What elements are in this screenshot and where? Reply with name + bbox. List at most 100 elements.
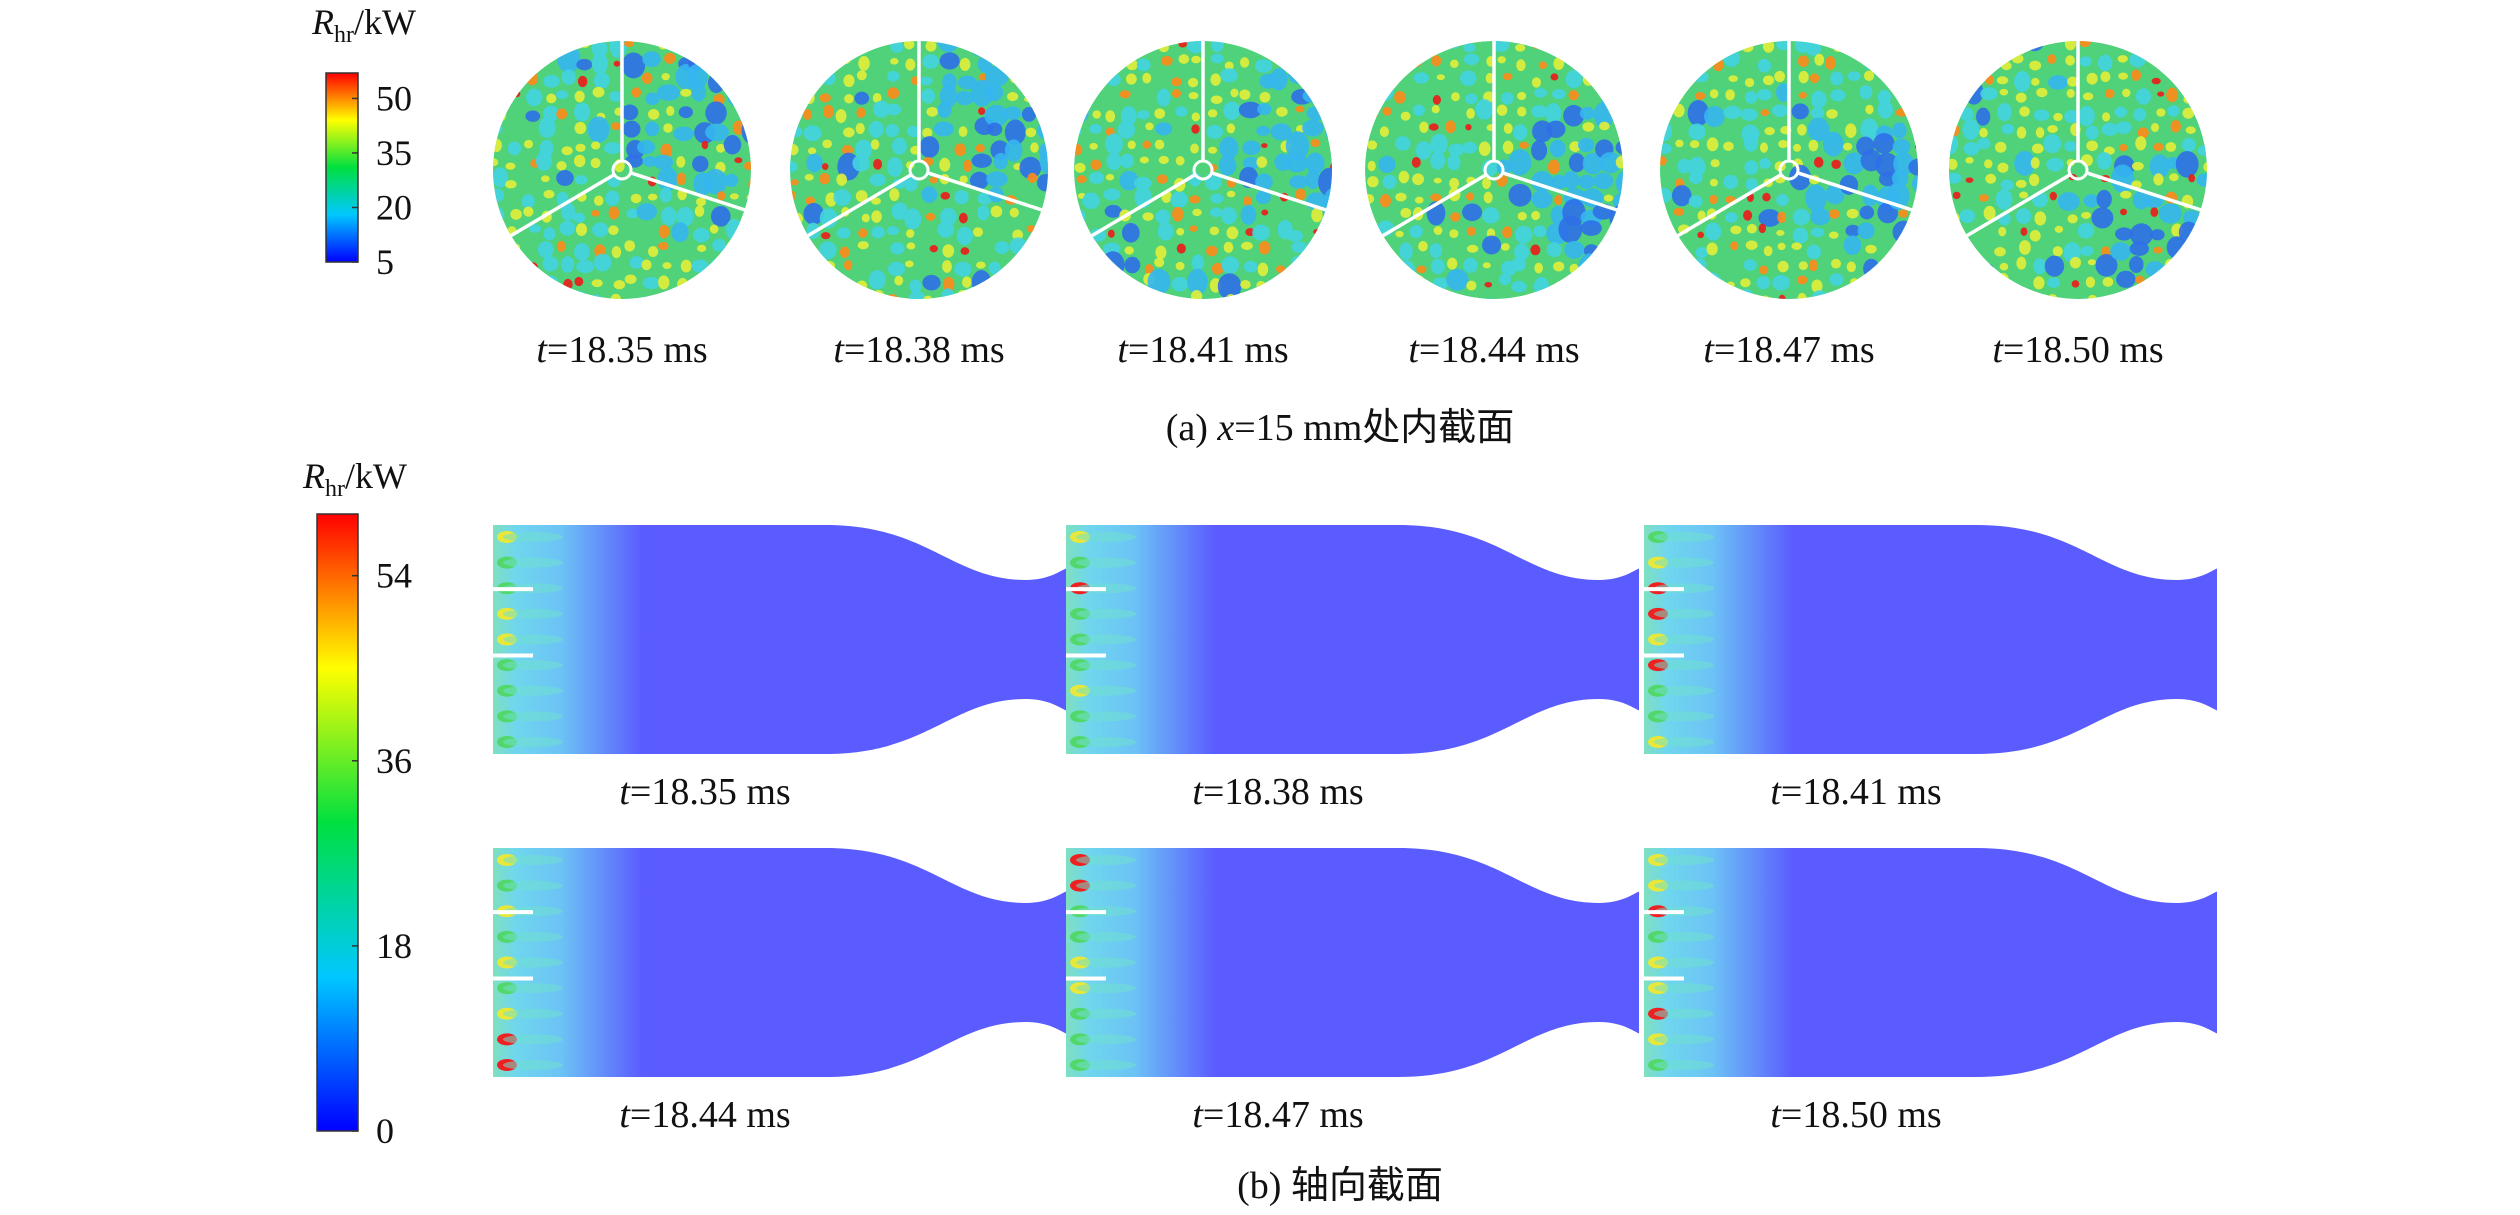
contour-spot xyxy=(1873,132,1895,154)
contour-spot xyxy=(1985,173,1997,184)
contour-spot xyxy=(986,171,1008,187)
contour-spot xyxy=(994,281,1004,288)
contour-spot xyxy=(734,242,744,251)
contour-spot xyxy=(868,269,886,290)
contour-spot xyxy=(870,139,880,150)
contour-spot xyxy=(1730,225,1742,235)
contour-spot xyxy=(942,276,955,293)
contour-spot xyxy=(990,205,1003,218)
contour-spot xyxy=(1569,274,1583,292)
contour-spot xyxy=(822,41,832,48)
contour-spot xyxy=(1513,124,1528,141)
contour-spot xyxy=(1256,41,1269,54)
flame-tail xyxy=(1654,1008,1714,1019)
contour-spot xyxy=(1825,184,1845,205)
baffle xyxy=(1382,173,1488,238)
contour-spot xyxy=(2098,297,2108,299)
contour-spot xyxy=(2033,258,2047,275)
contour-spot xyxy=(2129,52,2146,68)
contour-spot xyxy=(1915,209,1918,219)
contour-spot xyxy=(1534,262,1544,274)
contour-spot xyxy=(1105,110,1116,123)
contour-spot xyxy=(1842,142,1853,151)
axial-section xyxy=(1644,848,2217,1077)
contour-spot xyxy=(1223,101,1241,121)
contour-spot xyxy=(1274,291,1284,299)
contour-spot xyxy=(2156,108,2166,117)
contour-spot xyxy=(1857,222,1875,240)
contour-spot xyxy=(872,92,882,103)
contour-spot xyxy=(887,87,900,100)
contour-spot xyxy=(1466,244,1479,253)
contour-spot xyxy=(1191,254,1205,271)
axial-section xyxy=(1644,525,2217,754)
contour-spot xyxy=(1726,281,1735,289)
contour-spot xyxy=(2064,41,2077,51)
contour-spot xyxy=(591,141,601,150)
contour-spot xyxy=(2013,290,2027,299)
contour-spot xyxy=(1451,92,1460,102)
contour-spot xyxy=(800,70,818,91)
contour-spot xyxy=(622,120,641,138)
contour-spot xyxy=(1612,269,1623,297)
contour-spot xyxy=(2046,157,2064,172)
contour-spot xyxy=(524,58,534,67)
contour-spot xyxy=(741,53,751,76)
contour-spot xyxy=(984,65,1009,87)
contour-spot xyxy=(2169,173,2179,182)
contour-spot xyxy=(513,90,521,98)
contour-spot xyxy=(510,208,522,220)
frame-text: =18.38 ms xyxy=(1203,771,1364,813)
contour-spot xyxy=(1777,260,1789,273)
contour-spot xyxy=(1190,289,1203,299)
contour-spot xyxy=(1013,41,1024,50)
contour-spot xyxy=(1241,241,1253,251)
contour-spot xyxy=(717,191,726,201)
contour-spot xyxy=(2083,194,2100,208)
contour-spot xyxy=(629,256,644,269)
tick-label: 20 xyxy=(376,187,412,227)
contour-spot xyxy=(1798,261,1808,271)
flame-tail xyxy=(503,711,563,722)
contour-spot xyxy=(1366,45,1373,53)
contour-spot xyxy=(1101,251,1125,279)
contour-spot xyxy=(691,294,703,299)
contour-spot xyxy=(645,121,660,137)
frame-var: t xyxy=(536,329,548,371)
contour-spot xyxy=(1810,90,1827,109)
hub xyxy=(1778,159,1800,181)
contour-spot xyxy=(2079,41,2091,48)
contour-spot xyxy=(676,206,694,227)
contour-spot xyxy=(2118,143,2128,152)
flame-tail xyxy=(503,1060,563,1070)
contour-spot xyxy=(1807,117,1830,142)
contour-spot xyxy=(839,246,850,259)
contour-spot xyxy=(1582,122,1595,132)
contour-spot xyxy=(1895,41,1913,59)
contour-spot xyxy=(1482,177,1491,190)
contour-spot xyxy=(843,127,855,138)
contour-spot xyxy=(493,58,502,70)
contour-spot xyxy=(2204,261,2207,269)
contour-spot xyxy=(2088,294,2097,299)
contour-spot xyxy=(1810,208,1831,226)
contour-spot xyxy=(919,136,940,158)
contour-spot xyxy=(819,241,837,260)
contour-spot xyxy=(1949,57,1959,70)
contour-spot xyxy=(836,227,851,239)
contour-spot xyxy=(671,222,689,243)
frame-text: =18.35 ms xyxy=(630,771,791,813)
contour-spot xyxy=(508,55,524,66)
contour-spot xyxy=(575,223,588,237)
contour-spot xyxy=(571,290,589,299)
contour-spot xyxy=(1858,279,1876,293)
contour-spot xyxy=(1809,73,1820,84)
baffle xyxy=(1211,171,1327,212)
contour-spot xyxy=(563,278,573,290)
contour-spot xyxy=(819,93,831,103)
contour-spot xyxy=(1191,55,1201,64)
contour-spot xyxy=(2131,69,2142,81)
contour-spot xyxy=(574,242,590,261)
flame-tail xyxy=(503,931,563,942)
frame-label: t=18.41 ms xyxy=(1117,329,1288,371)
